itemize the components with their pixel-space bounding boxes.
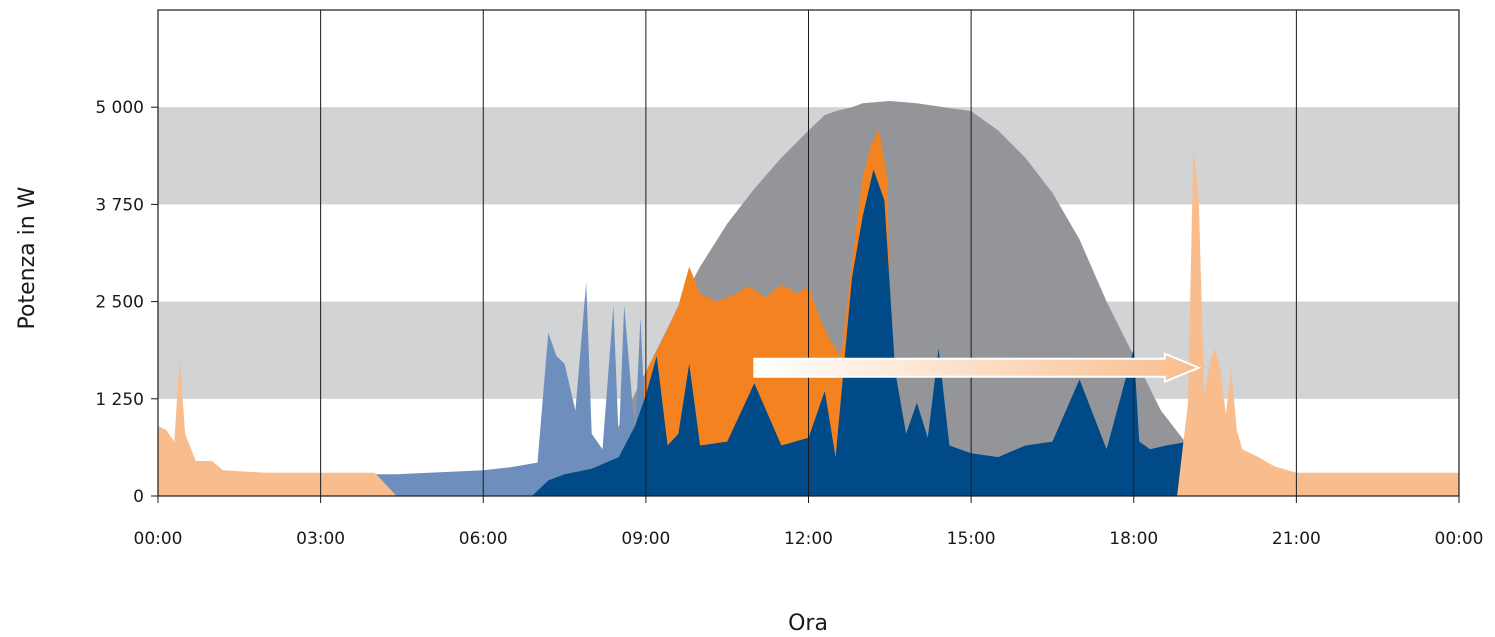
x-tick-label: 06:00: [459, 529, 508, 549]
y-axis-title: Potenza in W: [15, 186, 40, 329]
area-series-grid_purchase: [158, 146, 1459, 496]
x-tick-label: 21:00: [1272, 529, 1321, 549]
vertical-gridlines: [320, 10, 1297, 496]
y-tick-label: 3 750: [95, 195, 144, 215]
area-series-direct_consumption_shifted: [635, 129, 896, 496]
x-axis-title: Ora: [788, 611, 828, 636]
x-tick-label: 09:00: [621, 529, 670, 549]
x-tick-label: 00:00: [134, 529, 183, 549]
x-tick-label: 15:00: [947, 529, 996, 549]
y-tick-label: 0: [133, 487, 144, 507]
area-series-consumption_blue_light: [374, 282, 646, 496]
x-tick-label: 03:00: [296, 529, 345, 549]
y-tick-label: 5 000: [95, 98, 144, 118]
area-series-direct_consumption: [532, 169, 1270, 496]
x-tick-label: 18:00: [1109, 529, 1158, 549]
shift-arrow: [753, 352, 1202, 384]
y-tick-label: 1 250: [95, 390, 144, 410]
y-tick-label: 2 500: [95, 293, 144, 313]
x-ticks: 00:00 03:00 06:00 09:00 12:00 15:00 18:00 21:00…: [134, 496, 1484, 549]
area-series: [158, 101, 1459, 496]
x-tick-label: 12:00: [784, 529, 833, 549]
x-tick-label: 00:00: [1435, 529, 1484, 549]
y-ticks: 0 1 250 2 500 3 750 5 000: [95, 98, 158, 507]
annotations: [753, 352, 1202, 384]
